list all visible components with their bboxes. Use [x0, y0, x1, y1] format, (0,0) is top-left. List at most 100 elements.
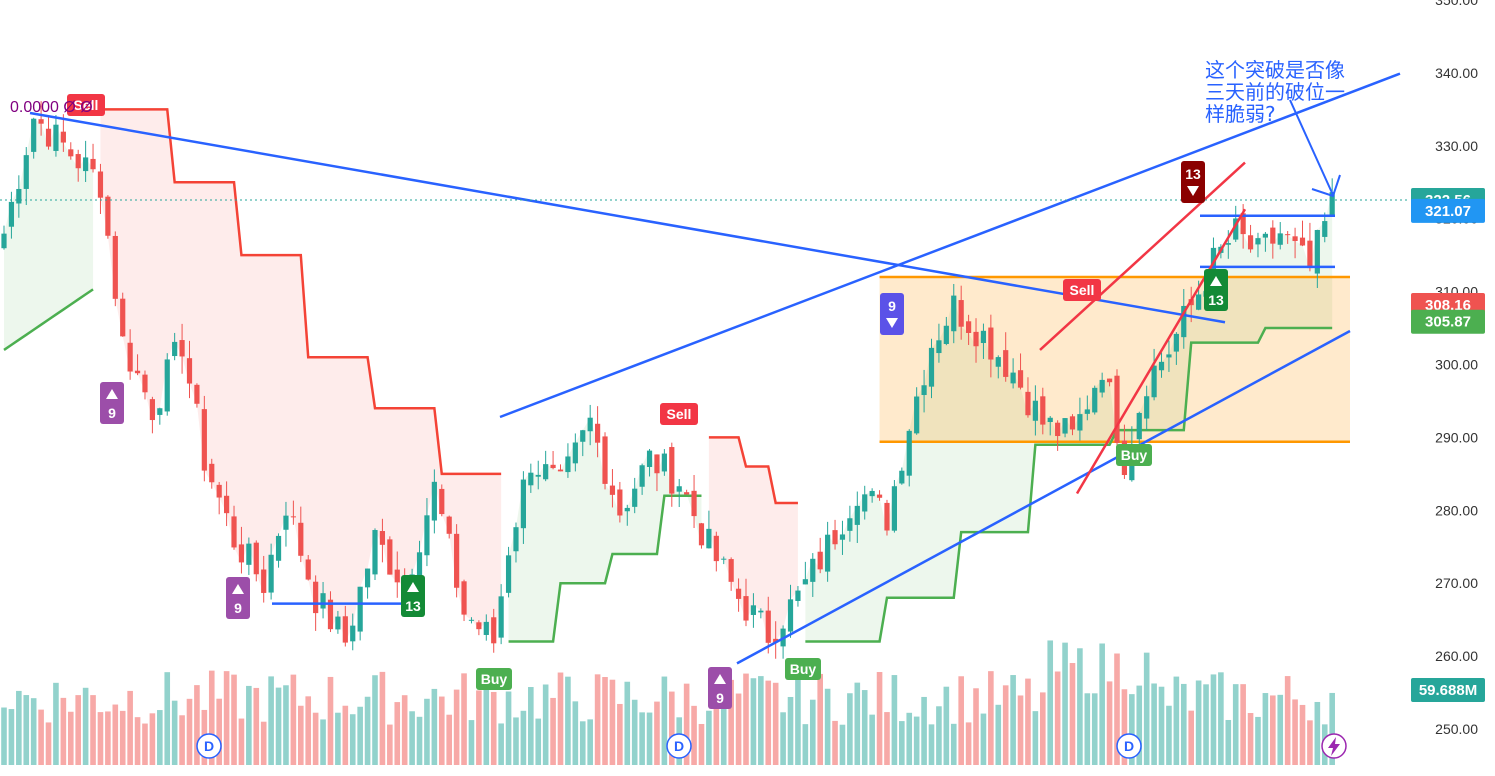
candle[interactable] — [1299, 220, 1306, 247]
signal-td-down-red[interactable]: 13 — [1181, 161, 1205, 203]
candle[interactable] — [728, 557, 734, 591]
candle[interactable] — [832, 519, 838, 550]
candle[interactable] — [298, 506, 304, 563]
candle[interactable] — [572, 433, 578, 472]
candle[interactable] — [780, 625, 786, 659]
candle[interactable] — [468, 617, 475, 624]
candle[interactable] — [53, 115, 59, 157]
candle[interactable] — [246, 537, 252, 575]
trendline-upper-channel[interactable] — [499, 72, 1401, 419]
signal-td-up[interactable]: 9 — [100, 382, 124, 424]
candle[interactable] — [1173, 332, 1179, 365]
candle[interactable] — [253, 540, 259, 582]
candle[interactable] — [357, 586, 363, 641]
candle[interactable] — [1077, 397, 1083, 441]
candle[interactable] — [899, 467, 905, 485]
candle[interactable] — [1255, 232, 1261, 258]
candle[interactable] — [721, 556, 727, 565]
candle[interactable] — [535, 460, 541, 490]
signal-td-up-green[interactable]: 13 — [401, 575, 425, 617]
candle[interactable] — [394, 551, 400, 598]
candle[interactable] — [31, 117, 37, 159]
candle[interactable] — [290, 500, 296, 525]
candle[interactable] — [936, 323, 942, 363]
candle[interactable] — [350, 613, 356, 651]
candle[interactable] — [580, 429, 586, 457]
candle[interactable] — [16, 175, 22, 218]
candle[interactable] — [906, 429, 912, 487]
candle[interactable] — [1307, 222, 1313, 272]
candle[interactable] — [891, 480, 897, 533]
candle[interactable] — [787, 584, 794, 638]
candle[interactable] — [743, 578, 749, 627]
candle[interactable] — [231, 505, 237, 550]
candle[interactable] — [632, 477, 638, 514]
candle[interactable] — [461, 579, 467, 622]
candle[interactable] — [869, 488, 875, 503]
signal-buy[interactable]: Buy — [476, 668, 512, 690]
red-channel-upper[interactable] — [1039, 161, 1246, 351]
candle[interactable] — [839, 520, 846, 555]
candle[interactable] — [157, 407, 163, 425]
candle[interactable] — [1158, 352, 1165, 378]
candle[interactable] — [431, 469, 437, 534]
candle[interactable] — [1270, 220, 1276, 259]
candle[interactable] — [966, 314, 972, 345]
candle[interactable] — [676, 479, 682, 508]
candle[interactable] — [609, 469, 616, 508]
candle[interactable] — [60, 114, 66, 152]
candle[interactable] — [810, 553, 816, 597]
candle[interactable] — [379, 518, 386, 563]
candle[interactable] — [424, 498, 430, 567]
candle[interactable] — [1032, 385, 1038, 436]
candle[interactable] — [1069, 414, 1076, 436]
candle[interactable] — [914, 387, 920, 435]
candle[interactable] — [1114, 369, 1120, 451]
candle[interactable] — [1262, 231, 1268, 252]
trendline-descending[interactable] — [29, 111, 1226, 324]
candle[interactable] — [765, 596, 771, 654]
candle[interactable] — [75, 149, 81, 182]
signal-td-up[interactable]: 9 — [226, 577, 250, 619]
candle[interactable] — [1166, 340, 1172, 372]
candle[interactable] — [513, 522, 519, 563]
candle[interactable] — [876, 490, 883, 501]
candle[interactable] — [543, 450, 549, 482]
candle[interactable] — [565, 443, 571, 478]
candle[interactable] — [335, 610, 341, 634]
candle[interactable] — [201, 395, 207, 482]
candle[interactable] — [1092, 385, 1098, 415]
candle[interactable] — [320, 581, 326, 619]
candle[interactable] — [120, 292, 126, 337]
candle[interactable] — [587, 404, 593, 446]
candle[interactable] — [928, 338, 935, 399]
signal-sell[interactable]: Sell — [1063, 279, 1101, 301]
candle[interactable] — [817, 537, 823, 574]
candle[interactable] — [1010, 358, 1016, 389]
candle[interactable] — [795, 586, 801, 607]
red-channel-lower[interactable] — [1075, 208, 1247, 495]
candle[interactable] — [238, 526, 245, 574]
candle[interactable] — [327, 591, 334, 633]
candle[interactable] — [988, 314, 994, 378]
candle[interactable] — [825, 521, 831, 582]
candle[interactable] — [661, 449, 667, 476]
candle[interactable] — [995, 355, 1001, 379]
candle[interactable] — [1225, 230, 1231, 259]
candle[interactable] — [194, 383, 200, 408]
candle[interactable] — [164, 353, 170, 416]
candle[interactable] — [528, 463, 534, 493]
candle[interactable] — [802, 561, 808, 585]
candle[interactable] — [1144, 385, 1150, 431]
dividend-marker[interactable]: D — [666, 733, 692, 759]
candle[interactable] — [735, 578, 742, 612]
candle[interactable] — [773, 621, 779, 659]
candle[interactable] — [275, 533, 282, 568]
signal-sell[interactable]: Sell — [660, 403, 698, 425]
candle[interactable] — [224, 481, 230, 527]
candle[interactable] — [884, 499, 890, 536]
candle[interactable] — [921, 369, 927, 413]
trendline-lower-channel[interactable] — [736, 329, 1351, 665]
candle[interactable] — [1151, 348, 1157, 401]
